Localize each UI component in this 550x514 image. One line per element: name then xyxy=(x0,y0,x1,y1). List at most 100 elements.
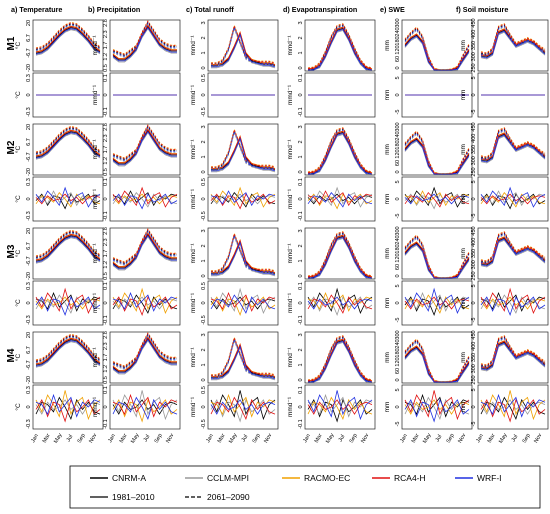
y-tick-label: 1.2 xyxy=(103,53,109,61)
x-tick-label: Jan xyxy=(107,433,117,444)
y-tick-label: -5 xyxy=(471,110,477,115)
y-tick-label: 180 xyxy=(395,140,401,149)
y-tick-label: 400 xyxy=(471,134,477,143)
y-tick-label: 0 xyxy=(103,405,109,408)
y-tick-label: 0 xyxy=(395,93,401,96)
series-line-RCA4-H-fut xyxy=(307,127,373,173)
series-line-RACMO-EC-fut xyxy=(480,335,546,366)
y-tick-label: 300 xyxy=(395,330,401,339)
diff-line-RCA4-H xyxy=(480,287,546,314)
y-tick-label: 3 xyxy=(201,229,207,232)
series-line-RCA4-H-fut xyxy=(480,23,546,54)
y-tick-label: -6.7 xyxy=(26,152,32,161)
x-tick-label: Mar xyxy=(42,433,52,444)
y-tick-label: 2.3 xyxy=(103,238,109,246)
series-line-CNRM-A-hist xyxy=(112,337,177,373)
diff-line-WRF-I xyxy=(404,193,470,205)
unit-label-soil: mm xyxy=(460,402,467,413)
series-line-RCA4-H-fut xyxy=(211,128,276,168)
series-line-WRF-I-hist xyxy=(211,345,276,380)
series-line-RCA4-H-hist xyxy=(211,31,276,66)
series-line-RACMO-EC-fut xyxy=(112,228,177,263)
y-tick-label: -0.3 xyxy=(26,419,32,428)
legend-box xyxy=(69,465,541,509)
series-line-RACMO-EC-fut xyxy=(211,335,276,376)
unit-label-temp: °C xyxy=(14,42,22,50)
y-tick-label: 0 xyxy=(298,274,304,277)
series-line-CCLM-MPI-hist xyxy=(480,343,546,372)
series-line-RCA4-H-fut xyxy=(35,230,101,257)
unit-label-precip: mmd⁻¹ xyxy=(92,139,99,160)
y-tick-label: -0.1 xyxy=(298,315,304,324)
diff-line-WRF-I xyxy=(404,287,470,314)
series-line-RCA4-H-fut xyxy=(112,20,177,55)
y-tick-label: 20 xyxy=(26,124,32,130)
series-line-CCLM-MPI-hist xyxy=(112,235,177,271)
diff-line-CCLM-MPI xyxy=(35,399,101,415)
diff-line-RACMO-EC xyxy=(210,296,276,317)
series-line-RCA4-H-fut xyxy=(404,234,470,279)
series-line-CNRM-A-hist xyxy=(112,129,177,165)
diff-line-CNRM-A xyxy=(480,193,546,210)
diff-line-RACMO-EC xyxy=(404,190,470,207)
series-line-RACMO-EC-fut xyxy=(112,332,177,367)
unit-label-et: mmd⁻¹ xyxy=(287,347,294,368)
y-tick-label: 1 xyxy=(201,259,207,262)
y-tick-label: 0.1 xyxy=(298,282,304,290)
y-tick-label: -20 xyxy=(26,168,32,176)
diff-line-RCA4-H xyxy=(35,287,101,314)
y-tick-label: 2 xyxy=(201,244,207,247)
legend-label-CNRM-A: CNRM-A xyxy=(112,473,146,483)
unit-label-et: mmd⁻¹ xyxy=(287,396,294,417)
unit-label-precip: mmd⁻¹ xyxy=(92,347,99,368)
row-label-M2: M2 xyxy=(6,140,17,154)
y-tick-label: 3 xyxy=(201,125,207,128)
y-tick-label: 0.1 xyxy=(103,178,109,186)
y-tick-label: 60 xyxy=(395,56,401,62)
series-line-RACMO-EC-fut xyxy=(112,124,177,159)
series-line-CNRM-A-fut xyxy=(35,335,101,362)
series-line-WRF-I-hist xyxy=(112,338,177,374)
y-tick-label: 0 xyxy=(201,378,207,381)
series-line-CNRM-A-fut xyxy=(35,23,101,50)
y-tick-label: 3 xyxy=(298,21,304,24)
unit-label-swe: mm xyxy=(384,402,391,413)
series-line-WRF-I-hist xyxy=(480,134,546,163)
y-tick-label: -0.5 xyxy=(201,211,207,220)
series-line-WRF-I-fut xyxy=(480,129,546,160)
series-line-RACMO-EC-fut xyxy=(211,23,276,64)
y-tick-label: 300 xyxy=(395,122,401,131)
series-line-WRF-I-fut xyxy=(307,25,373,71)
x-tick-label: Nov xyxy=(263,433,273,445)
y-tick-label: 3 xyxy=(298,125,304,128)
y-tick-label: 0 xyxy=(201,405,207,408)
panel-M2-precip xyxy=(109,123,181,176)
series-line-CCLM-MPI-hist xyxy=(308,134,372,175)
y-tick-label: 180 xyxy=(395,36,401,45)
series-line-RACMO-EC-fut xyxy=(211,231,276,272)
unit-label-runoff: mmd⁻¹ xyxy=(190,396,197,417)
y-tick-label: 0 xyxy=(395,274,401,277)
y-tick-label: 0 xyxy=(201,66,207,69)
series-line-WRF-I-hist xyxy=(35,28,101,55)
unit-label-swe: mm xyxy=(384,144,391,155)
y-tick-label: 0.5 xyxy=(201,74,207,82)
diff-line-CCLM-MPI xyxy=(480,399,546,415)
diff-line-RACMO-EC xyxy=(480,390,546,421)
unit-label-swe: mm xyxy=(384,248,391,259)
x-tick-label: Jan xyxy=(399,433,409,444)
series-line-RCA4-H-hist xyxy=(112,128,177,164)
y-tick-label: 180 xyxy=(395,244,401,253)
diff-line-RCA4-H xyxy=(35,398,101,423)
series-line-RCA4-H-hist xyxy=(211,239,276,274)
x-tick-label: Jan xyxy=(205,433,215,444)
series-line-RCA4-H-fut xyxy=(307,23,373,69)
diff-line-WRF-I xyxy=(480,393,546,418)
legend-label-RCA4-H: RCA4-H xyxy=(394,473,426,483)
unit-label-runoff: mmd⁻¹ xyxy=(190,347,197,368)
y-tick-label: 250 xyxy=(471,375,477,384)
series-line-WRF-I-hist xyxy=(480,30,546,59)
y-tick-label: 2.3 xyxy=(103,30,109,38)
unit-label-soil: mm xyxy=(460,40,467,51)
y-tick-label: -6.7 xyxy=(26,360,32,369)
